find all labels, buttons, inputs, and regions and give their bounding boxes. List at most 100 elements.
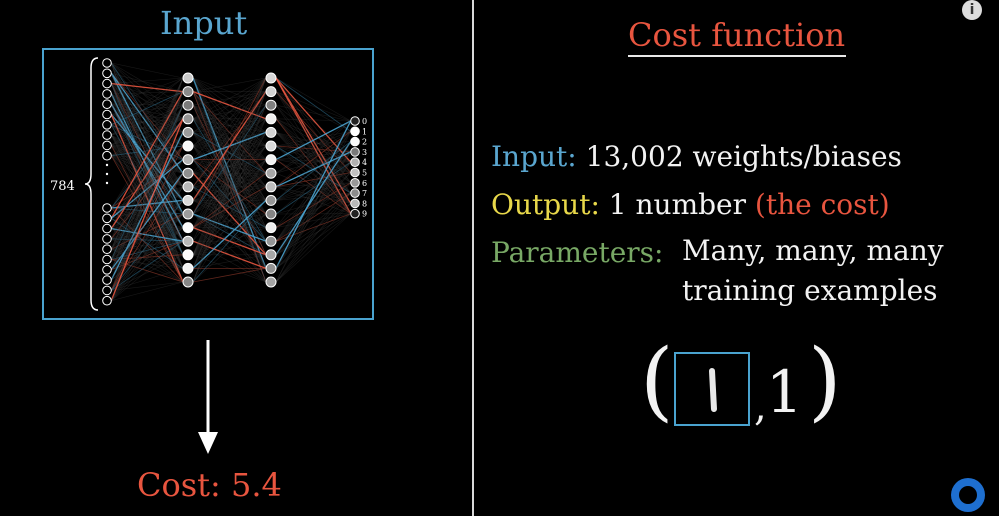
network-edge [192, 105, 267, 201]
input-neuron [102, 275, 112, 285]
input-neuron [102, 254, 112, 265]
network-edge [110, 83, 184, 255]
hidden-neuron-layer1 [182, 249, 194, 261]
example-label: 1 [766, 358, 803, 426]
hidden-neuron-layer2 [265, 181, 277, 193]
network-edge [111, 159, 184, 281]
network-edge [111, 114, 184, 147]
network-edge [111, 200, 184, 260]
network-edge [275, 172, 351, 188]
network-edge [192, 132, 267, 269]
info-icon[interactable]: i [962, 0, 982, 20]
hidden-neuron-layer1 [182, 194, 194, 206]
output-digit-label: 6 [362, 179, 367, 188]
network-edge [275, 91, 351, 132]
network-edge [111, 145, 184, 215]
network-edge [192, 105, 267, 283]
network-edge [111, 227, 184, 291]
network-edge [275, 91, 351, 122]
network-edge [111, 240, 184, 301]
network-edge [111, 227, 184, 240]
network-edge [192, 77, 267, 269]
output-neuron [350, 188, 360, 198]
input-neuron [102, 130, 112, 140]
network-edge [111, 254, 184, 260]
network-edge [110, 103, 184, 215]
network-edge [111, 186, 184, 301]
network-edge [111, 145, 184, 188]
network-edge [192, 159, 267, 174]
network-edge [192, 200, 267, 256]
network-edge [275, 120, 351, 174]
network-edge [111, 91, 184, 250]
network-edge [192, 240, 267, 256]
network-edge [111, 145, 184, 147]
network-edge [111, 281, 184, 291]
network-edge [111, 77, 184, 126]
network-edge [275, 192, 351, 228]
network-edge [192, 104, 267, 133]
network-edge [275, 192, 351, 283]
network-edge [111, 134, 184, 228]
input-brace [84, 57, 99, 311]
network-edge [192, 104, 267, 215]
network-edge [192, 159, 267, 215]
network-edge [111, 77, 184, 281]
network-edge [111, 83, 184, 147]
output-digit-label: 4 [362, 158, 367, 167]
network-edge [111, 268, 184, 291]
network-edge [192, 186, 267, 201]
network-edge [111, 103, 184, 120]
network-edge [192, 186, 267, 256]
input-neuron [102, 285, 112, 296]
network-edge [192, 77, 267, 283]
network-edge [275, 91, 351, 153]
network-edge [111, 105, 184, 229]
network-edge [111, 207, 184, 242]
hidden-neuron-layer1 [182, 86, 194, 98]
network-edge [111, 77, 184, 229]
network-edge [111, 105, 184, 240]
network-edge [275, 182, 351, 242]
input-neuron [102, 140, 112, 151]
down-arrow-icon [198, 340, 218, 454]
network-edge [275, 151, 351, 215]
network-edge [111, 213, 184, 240]
network-edge [275, 159, 351, 215]
output-digit-label: 0 [362, 117, 367, 126]
network-edge [275, 151, 351, 160]
network-edge [110, 145, 184, 283]
network-edge [192, 145, 267, 242]
input-neuron [102, 120, 112, 130]
network-edge [275, 91, 351, 173]
network-edge [192, 159, 267, 269]
network-edge [111, 155, 184, 160]
network-edge [111, 91, 184, 291]
network-edge [192, 172, 267, 188]
network-edge [275, 77, 352, 163]
input-neuron [102, 150, 112, 161]
network-edge [275, 192, 351, 215]
close-paren: ) [808, 331, 842, 431]
network-edge [192, 145, 267, 255]
input-neuron [102, 244, 112, 254]
network-edge [111, 62, 184, 133]
network-edge [192, 132, 267, 255]
network-edge [192, 159, 267, 255]
network-edge [111, 103, 184, 147]
network-edge [111, 238, 184, 283]
network-edge [192, 105, 267, 269]
network-edge [192, 240, 267, 270]
network-edge [275, 77, 351, 132]
hidden-neuron-layer1 [182, 72, 194, 84]
network-edge [192, 186, 267, 256]
output-digit-label: 3 [362, 148, 367, 157]
hidden-neuron-layer2 [265, 99, 277, 111]
network-edge [192, 186, 267, 201]
network-edge [111, 173, 184, 281]
input-count-label: 784 [50, 179, 75, 194]
network-edge [111, 186, 184, 291]
network-edge [111, 155, 184, 242]
network-edge [111, 77, 184, 301]
input-label: Input: [491, 140, 577, 173]
